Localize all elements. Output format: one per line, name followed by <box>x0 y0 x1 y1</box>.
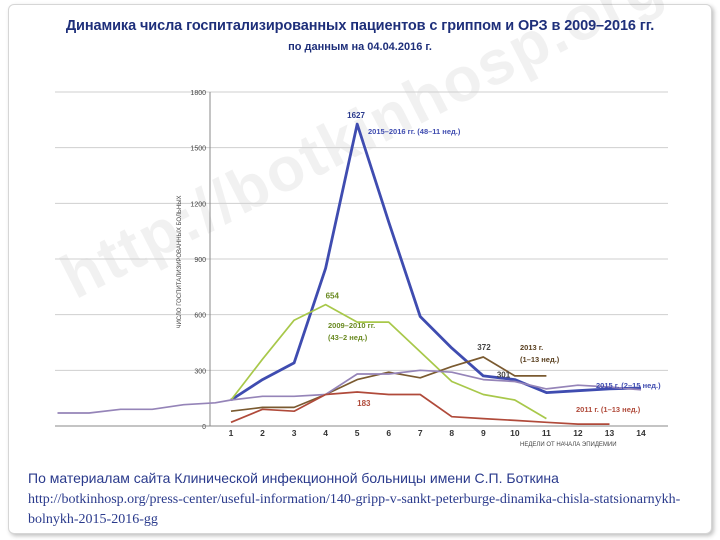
x-tick-label: 11 <box>542 428 551 438</box>
x-axis-label: НЕДЕЛИ ОТ НАЧАЛА ЭПИДЕМИИ <box>520 442 617 448</box>
x-tick-label: 6 <box>386 428 391 438</box>
legend-entry: 2015–2016 гг. (48–11 нед.) <box>368 127 461 136</box>
y-tick-label: 0 <box>202 424 206 431</box>
y-tick-label: 1200 <box>190 201 206 208</box>
legend-entry: 2011 г. (1–13 нед.) <box>576 405 641 414</box>
data-label: 654 <box>326 292 340 301</box>
data-label: 183 <box>357 399 371 408</box>
series-line <box>230 356 547 413</box>
data-label: 372 <box>477 343 491 352</box>
chart-title: Динамика числа госпитализированных пацие… <box>65 18 655 34</box>
x-tick-label: 5 <box>355 428 360 438</box>
y-tick-label: 300 <box>194 368 206 375</box>
data-label: 1627 <box>347 111 365 120</box>
x-tick-label: 9 <box>481 428 486 438</box>
legend-entry: (43–2 нед.) <box>328 333 368 342</box>
chart-subtitle: по данным на 04.04.2016 г. <box>288 41 432 53</box>
source-credit: По материалам сайта Клинической инфекцио… <box>28 470 559 486</box>
y-tick-label: 900 <box>194 257 206 264</box>
x-tick-label: 10 <box>510 428 520 438</box>
x-tick-label: 4 <box>323 428 328 438</box>
y-axis-label: ЧИСЛО ГОСПИТАЛИЗИРОВАННЫХ БОЛЬНЫХ <box>177 195 183 328</box>
y-tick-label: 1500 <box>190 146 206 153</box>
legend-entry: 2009–2010 гг. <box>328 321 375 330</box>
x-tick-label: 1 <box>229 428 234 438</box>
y-tick-label: 1800 <box>190 90 206 97</box>
x-tick-label: 3 <box>292 428 297 438</box>
series-line <box>230 391 610 425</box>
x-tick-label: 14 <box>636 428 646 438</box>
x-tick-label: 13 <box>605 428 615 438</box>
series-line <box>230 303 547 420</box>
data-label: 301 <box>497 370 511 379</box>
legend-entry: 2015 г. (2–15 нед.) <box>596 381 661 390</box>
y-tick-label: 600 <box>194 313 206 320</box>
source-url[interactable]: http://botkinhosp.org/press-center/usefu… <box>28 492 681 527</box>
x-tick-label: 12 <box>573 428 583 438</box>
x-tick-label: 2 <box>260 428 265 438</box>
x-tick-label: 8 <box>449 428 454 438</box>
legend-entry: 2013 г. <box>520 343 543 352</box>
series-line <box>230 122 642 402</box>
x-tick-label: 7 <box>418 428 423 438</box>
series-line <box>57 369 642 414</box>
legend-entry: (1–13 нед.) <box>520 355 560 364</box>
